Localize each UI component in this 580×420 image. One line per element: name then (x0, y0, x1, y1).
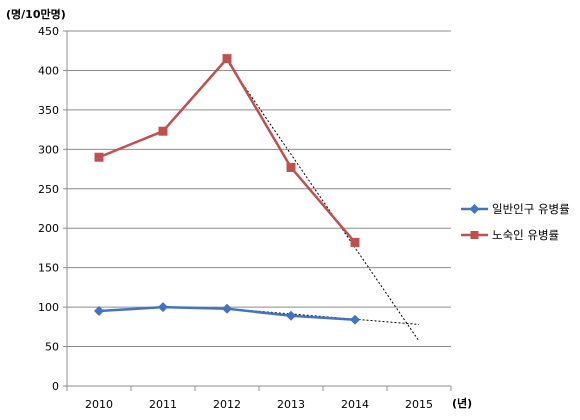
tick-labels: 0 50 100 150 200 250 300 350 400 450 2010 2011 2012 2… (38, 25, 433, 411)
data-point-diamond (94, 306, 104, 317)
trendlines (226, 60, 420, 342)
series-line (98, 57, 356, 244)
y-tick-label: 450 (38, 25, 59, 38)
data-point-diamond (286, 310, 296, 321)
y-tick-label: 200 (38, 222, 59, 235)
y-tick-label: 150 (38, 262, 59, 275)
legend-label: 일반인구 유병률 (492, 202, 570, 216)
x-tick-label: 2013 (277, 398, 305, 411)
trendline (226, 60, 420, 342)
y-tick-label: 350 (38, 104, 59, 117)
data-point-square (350, 237, 360, 247)
series-lines (94, 54, 360, 325)
data-point-square (94, 152, 104, 162)
x-tick-label: 2015 (405, 398, 433, 411)
legend-label: 노숙인 유병률 (492, 228, 559, 242)
data-point-square (286, 162, 296, 172)
legend-swatch-diamond (469, 204, 480, 214)
y-tick-label: 50 (45, 341, 59, 354)
y-axis-unit-label: (명/10만명) (6, 7, 66, 21)
data-point-diamond (222, 303, 232, 314)
legend-swatch-square (470, 231, 479, 239)
data-point-diamond (350, 314, 360, 325)
x-tick-label: 2011 (149, 398, 177, 411)
y-tick-label: 300 (38, 143, 59, 156)
gridlines (67, 30, 451, 348)
y-tick-label: 0 (52, 380, 59, 393)
data-point-diamond (158, 302, 168, 313)
x-tick-label: 2014 (341, 398, 369, 411)
y-tick-label: 100 (38, 301, 59, 314)
x-tick-label: 2012 (213, 398, 241, 411)
x-axis-unit-label: (년) (452, 396, 472, 410)
axes (63, 30, 452, 391)
data-point-square (158, 126, 168, 136)
x-tick-label: 2010 (85, 398, 113, 411)
y-tick-label: 250 (38, 183, 59, 196)
data-point-square (222, 54, 232, 64)
y-tick-label: 400 (38, 64, 59, 77)
